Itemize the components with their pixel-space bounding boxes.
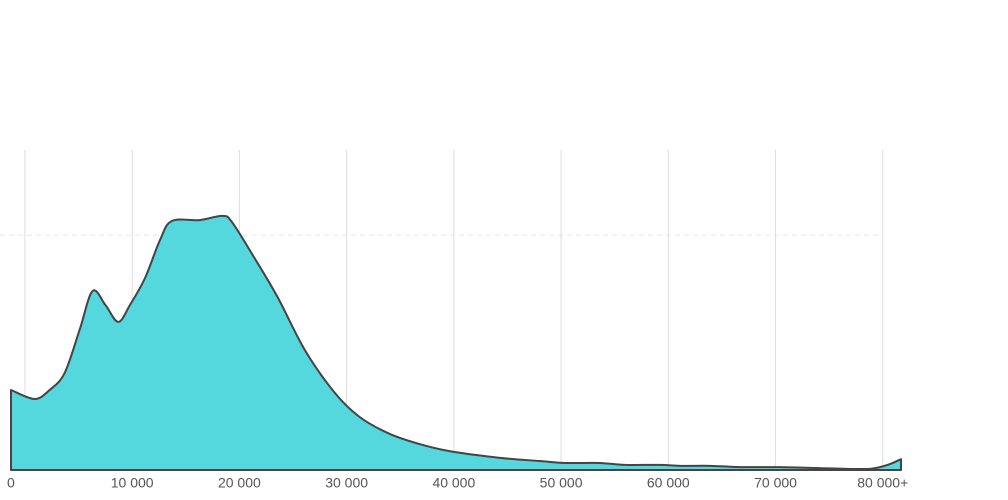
x-tick-label: 50 000 [540, 475, 583, 491]
x-tick-label: 80 000+ [857, 475, 908, 491]
x-tick-label: 20 000 [218, 475, 261, 491]
x-tick-label: 30 000 [325, 475, 368, 491]
x-tick-label: 40 000 [432, 475, 475, 491]
area [10, 214, 902, 471]
x-tick-label: 60 000 [647, 475, 690, 491]
x-tick-label: 70 000 [754, 475, 797, 491]
x-tick-label: 0 [7, 475, 15, 491]
x-tick-label: 10 000 [111, 475, 154, 491]
